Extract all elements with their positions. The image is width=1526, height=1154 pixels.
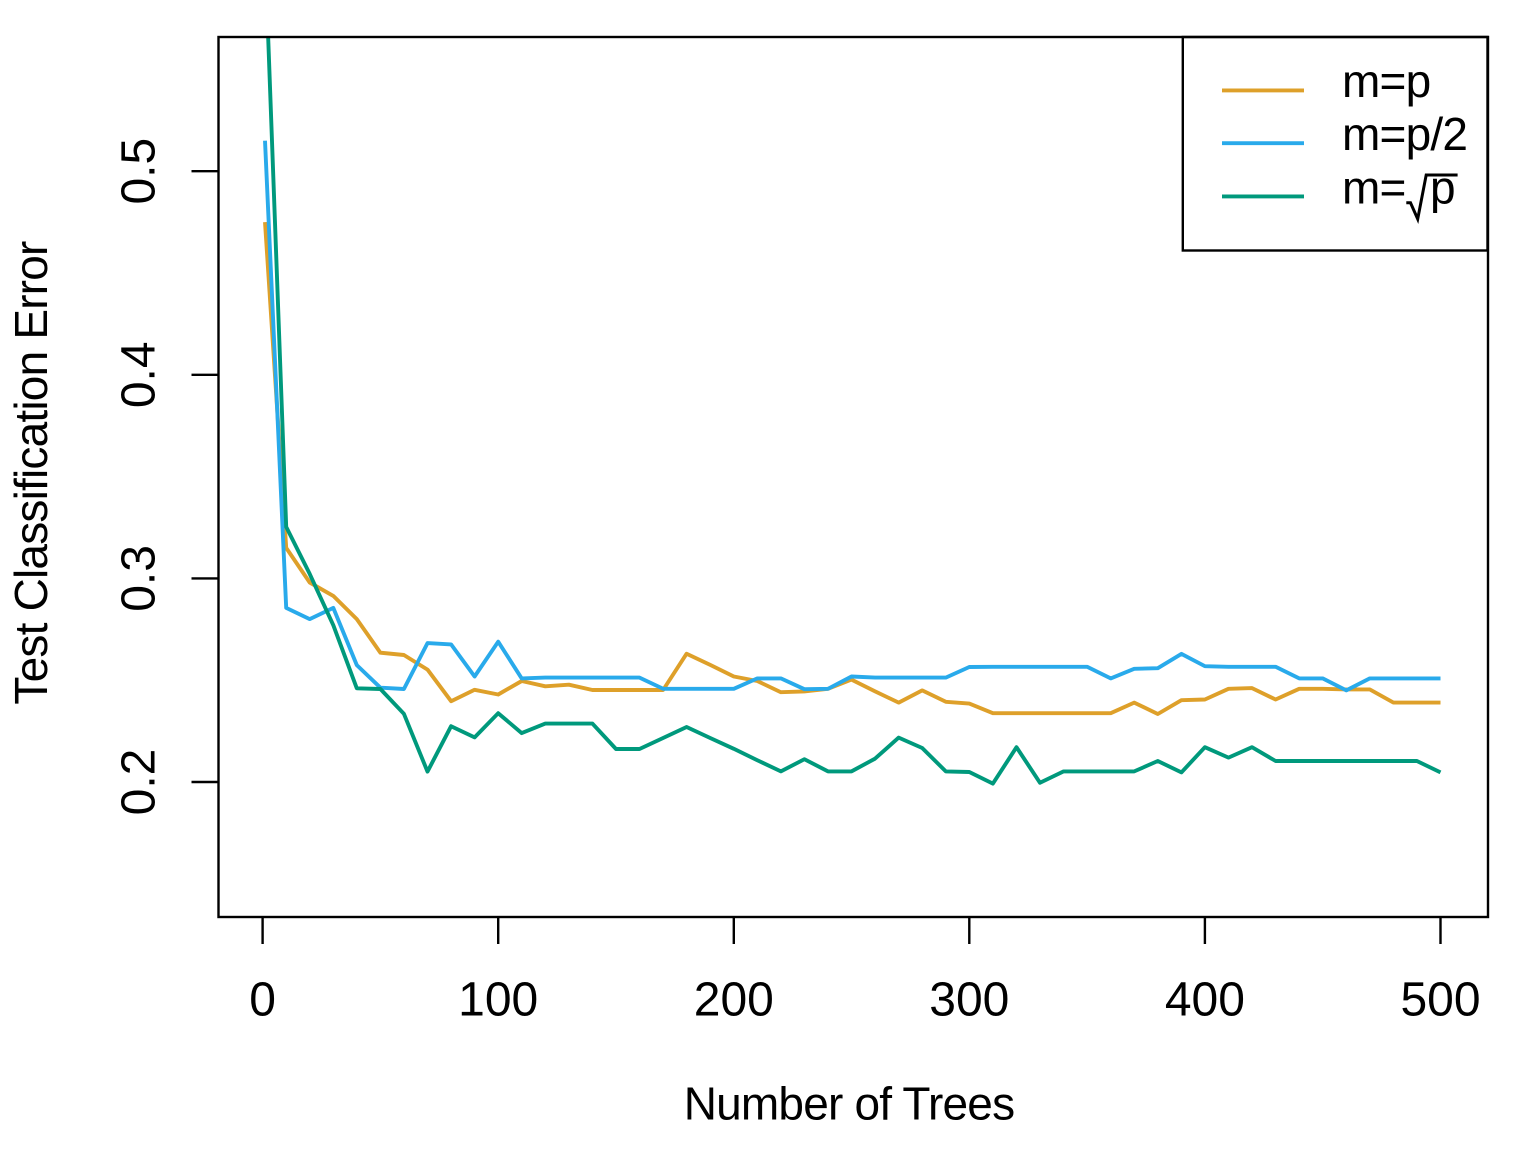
svg-text:0.5: 0.5 <box>113 138 166 205</box>
svg-text:0: 0 <box>249 974 276 1027</box>
svg-text:200: 200 <box>694 974 774 1027</box>
svg-text:Test Classification Error: Test Classification Error <box>5 241 57 705</box>
svg-text:0.2: 0.2 <box>113 749 166 816</box>
svg-text:p: p <box>1430 161 1455 213</box>
svg-text:m=p: m=p <box>1342 55 1430 107</box>
svg-text:100: 100 <box>458 974 538 1027</box>
svg-text:400: 400 <box>1165 974 1245 1027</box>
svg-text:500: 500 <box>1400 974 1480 1027</box>
svg-text:Number of Trees: Number of Trees <box>684 1078 1015 1130</box>
svg-text:m=p/2: m=p/2 <box>1342 108 1467 160</box>
svg-text:m=: m= <box>1342 161 1406 213</box>
svg-text:0.3: 0.3 <box>113 545 166 612</box>
svg-text:0.4: 0.4 <box>113 341 166 408</box>
svg-text:300: 300 <box>929 974 1009 1027</box>
